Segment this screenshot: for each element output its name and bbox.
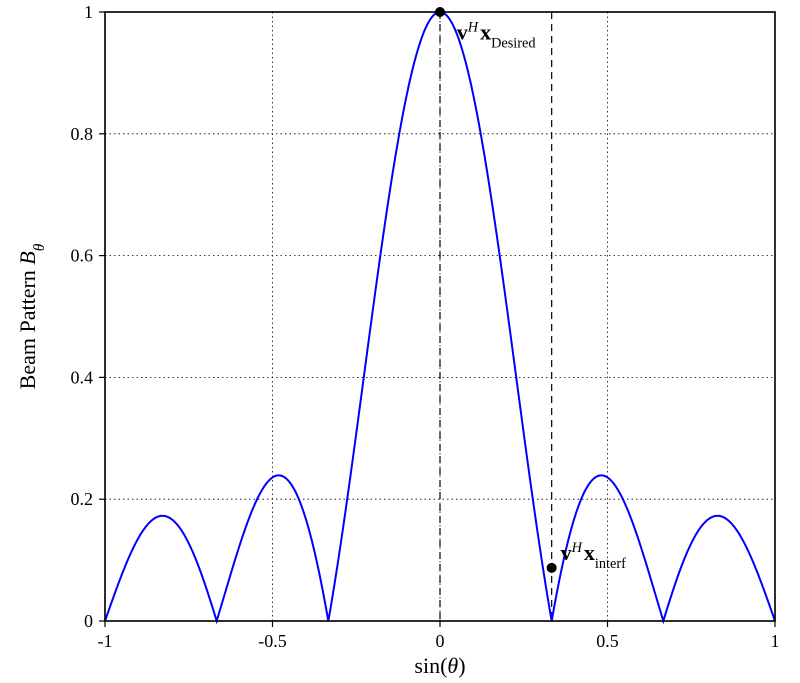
xtick-label: -1	[98, 631, 113, 651]
xtick-label: 0.5	[596, 631, 619, 651]
beam-pattern-chart: -1-0.500.5100.20.40.60.81sin(θ)Beam Patt…	[0, 0, 800, 683]
ytick-label: 0.8	[71, 124, 94, 144]
xtick-label: -0.5	[258, 631, 287, 651]
xtick-label: 1	[771, 631, 780, 651]
ytick-label: 0.6	[71, 246, 94, 266]
interf-point	[547, 563, 557, 573]
ytick-label: 0	[84, 611, 93, 631]
ytick-label: 1	[84, 2, 93, 22]
desired-point	[435, 7, 445, 17]
ytick-label: 0.2	[71, 489, 94, 509]
x-axis-label: sin(θ)	[414, 653, 465, 678]
xtick-label: 0	[436, 631, 445, 651]
ytick-label: 0.4	[71, 367, 94, 387]
